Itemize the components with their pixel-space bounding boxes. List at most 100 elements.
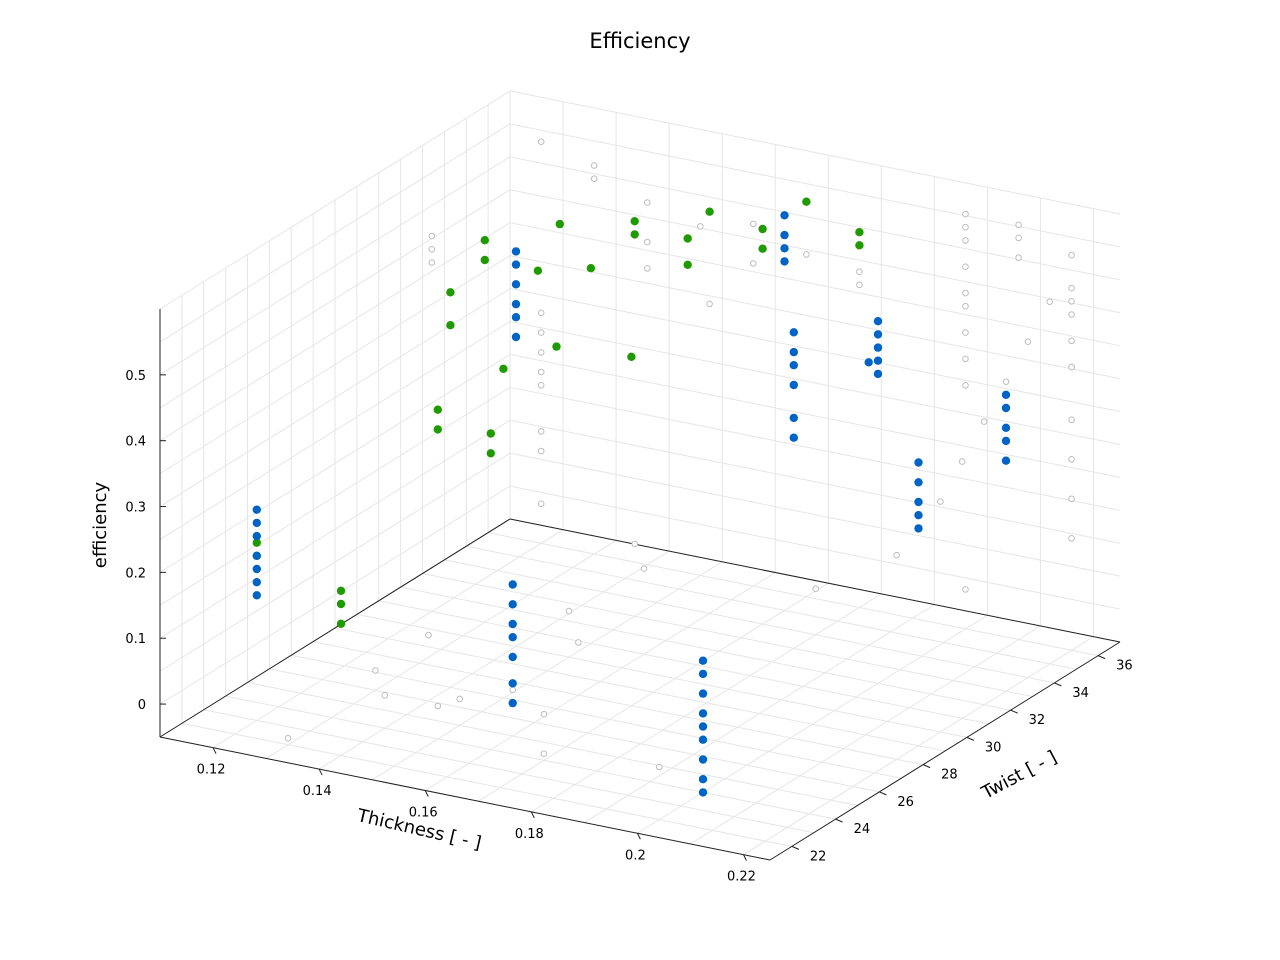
y-tick-label: 32 (1029, 713, 1046, 728)
data-point-gray (697, 223, 704, 230)
z-tick-label: 0 (138, 698, 146, 713)
floor-back-edge (159, 518, 511, 738)
data-point-blue (252, 531, 261, 541)
data-point-gray (540, 750, 548, 758)
x-axis-line (159, 736, 771, 861)
data-point-blue (511, 247, 521, 256)
x-tick (743, 854, 747, 861)
data-point-blue (511, 332, 521, 342)
data-point-green (855, 241, 864, 250)
data-point-gray (706, 300, 713, 308)
data-point-green (336, 599, 346, 609)
data-point-gray (962, 263, 969, 271)
data-point-gray (1068, 535, 1075, 542)
chart-title: Efficiency (589, 29, 690, 53)
data-point-green (683, 260, 692, 269)
data-point-blue (789, 433, 798, 442)
data-point-gray (962, 210, 969, 218)
back-wall-gridline (509, 386, 1121, 511)
x-tick (212, 747, 217, 754)
data-point-gray (856, 268, 863, 276)
data-point-gray (284, 734, 292, 742)
floor-gridline (269, 668, 880, 793)
data-point-blue (914, 524, 923, 533)
data-point-blue (508, 698, 517, 708)
data-point-gray (428, 232, 436, 240)
data-point-gray (425, 631, 432, 639)
data-point-blue (508, 600, 517, 609)
data-point-blue (1001, 436, 1011, 446)
data-point-gray (1068, 416, 1075, 424)
data-point-blue (789, 347, 798, 357)
data-point-blue (789, 328, 798, 337)
y-tick (966, 736, 975, 741)
data-point-green (630, 217, 639, 226)
data-point-gray (1068, 363, 1075, 371)
point-layer (252, 138, 1075, 797)
data-point-green (252, 538, 261, 547)
data-point-blue (508, 619, 517, 629)
data-point-green (552, 342, 561, 351)
back-wall-gridline (509, 419, 1121, 544)
data-point-gray (537, 349, 545, 356)
data-point-blue (508, 580, 517, 589)
x-tick-label: 0.12 (197, 763, 226, 778)
z-tick-label: 0.2 (125, 566, 146, 581)
x-tick (424, 790, 429, 797)
data-point-gray (537, 329, 545, 336)
y-tick (791, 845, 800, 850)
back-wall-gridline (509, 90, 1121, 215)
data-point-gray (1002, 378, 1010, 386)
floor-gridline (378, 600, 989, 725)
data-point-green (586, 264, 596, 273)
data-point-gray (962, 586, 969, 593)
floor-gridline (334, 627, 946, 752)
data-point-gray (540, 710, 548, 718)
z-tick-label: 0.4 (125, 435, 146, 450)
y-tick (1010, 709, 1018, 714)
data-point-green (446, 321, 455, 330)
data-point-blue (780, 230, 789, 240)
data-point-gray (428, 246, 436, 253)
data-point-gray (434, 702, 442, 710)
floor-gridline (181, 722, 792, 847)
data-point-blue (508, 633, 517, 642)
data-point-gray (980, 418, 988, 425)
data-point-green (480, 236, 489, 245)
data-point-blue (252, 518, 261, 528)
data-point-gray (1068, 311, 1075, 318)
data-point-gray (656, 763, 663, 771)
data-point-blue (914, 497, 923, 507)
data-point-gray (381, 692, 389, 699)
data-point-gray (1068, 456, 1075, 463)
back-wall-gridline (509, 288, 1121, 413)
side-wall-gridline (159, 485, 511, 705)
x-tick-label: 0.22 (727, 870, 756, 885)
back-wall-gridline (509, 353, 1121, 478)
data-point-green (555, 219, 564, 229)
x-tick-label: 0.18 (515, 827, 544, 842)
data-point-blue (511, 280, 521, 289)
data-point-gray (893, 551, 900, 559)
data-point-blue (252, 578, 261, 587)
data-point-gray (640, 565, 648, 572)
data-point-gray (537, 382, 545, 389)
data-point-gray (631, 540, 639, 548)
y-tick (835, 818, 843, 823)
data-point-blue (873, 369, 883, 379)
data-point-gray (812, 585, 820, 593)
floor-gridline (291, 654, 902, 779)
y-tick-label: 30 (985, 740, 1002, 755)
data-point-green (630, 230, 639, 239)
side-wall-gridline (159, 189, 511, 409)
side-wall-gridline (159, 386, 511, 606)
data-point-blue (252, 551, 261, 560)
side-wall-gridline (159, 222, 511, 442)
data-point-gray (962, 289, 969, 297)
x-tick-label: 0.14 (303, 784, 332, 799)
side-wall-gridline (159, 452, 511, 672)
floor-gridline (466, 545, 1077, 670)
data-point-blue (698, 788, 708, 797)
side-wall-gridline (159, 419, 511, 639)
